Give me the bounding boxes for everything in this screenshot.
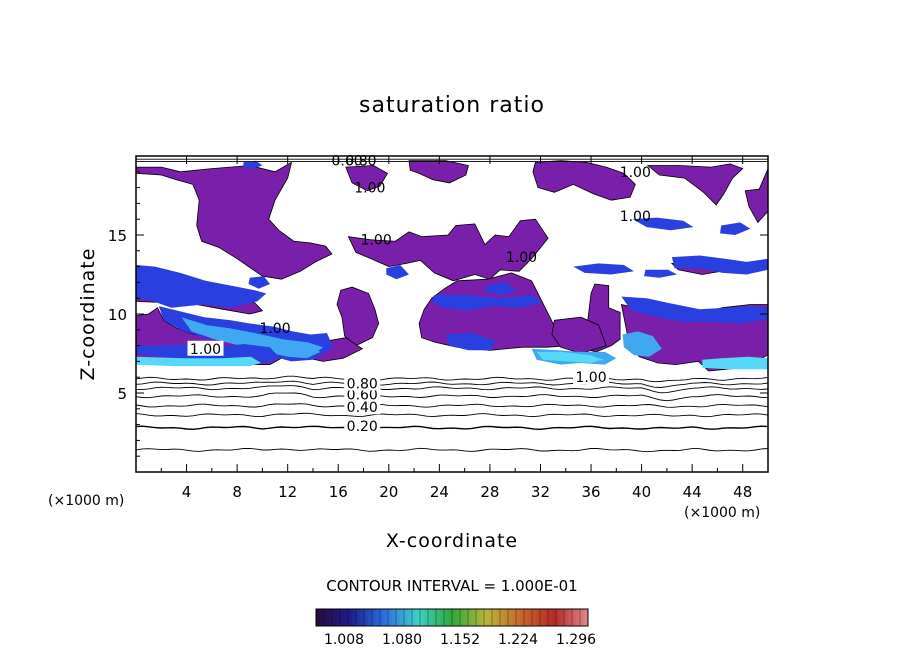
x-tick-label: 48 (733, 483, 752, 501)
contour-line (136, 375, 768, 383)
contour-label: 1.00 (190, 342, 221, 358)
colorbar-tick-label: 1.224 (498, 632, 538, 648)
colorbar-tick-label: 1.008 (324, 632, 364, 648)
saturation-region (720, 222, 751, 235)
saturation-region (486, 282, 517, 295)
x-tick-label: 12 (278, 483, 297, 501)
contour-label: 0.80 (345, 154, 376, 170)
x-tick-label: 16 (329, 483, 348, 501)
contour-label-bg (573, 369, 610, 385)
contour-line (136, 392, 768, 402)
contour-label-bg (344, 375, 381, 391)
saturation-region (136, 161, 333, 280)
contour-label: 0.60 (347, 388, 378, 404)
colorbar-tick-label: 1.080 (382, 632, 422, 648)
x-tick-label: 40 (632, 483, 651, 501)
x-tick-label: 4 (182, 483, 192, 501)
saturation-region (671, 255, 768, 275)
saturation-region (551, 316, 607, 354)
contour-label-bg (344, 399, 381, 415)
saturation-region (573, 263, 634, 275)
contour-label: 1.00 (506, 250, 537, 266)
x-tick-label: 44 (683, 483, 702, 501)
contour-interval-text: CONTOUR INTERVAL = 1.000E-01 (326, 577, 577, 595)
contour-label: 1.00 (620, 209, 651, 225)
contour-label: 0.80 (347, 377, 378, 393)
colorbar-tick-label: 1.296 (556, 632, 596, 648)
colorbar-tick-label: 1.152 (440, 632, 480, 648)
contour-label: 1.00 (575, 370, 606, 386)
saturation-region (702, 356, 768, 370)
y-tick-label: 15 (108, 227, 127, 245)
contour-label-layer: 0.200.400.600.80 1.001.001.001.001.001.00… (187, 154, 651, 435)
contour-label: 0.20 (347, 419, 378, 435)
colorbar: 1.008 1.080 1.152 1.224 1.296 (315, 608, 596, 648)
plot-area: 0.200.400.600.80 1.001.001.001.001.001.00… (108, 154, 769, 501)
contour-label: 0.40 (347, 400, 378, 416)
x-tick-label: 28 (480, 483, 499, 501)
x-tick-label: 32 (531, 483, 550, 501)
contour-label: 1.00 (354, 181, 385, 197)
saturation-region (431, 295, 542, 311)
contour-line (136, 403, 768, 408)
saturation-region (243, 160, 263, 169)
contour-line-layer (136, 158, 768, 453)
y-tick-label: 10 (108, 306, 127, 324)
x-tick-label: 20 (379, 483, 398, 501)
contour-line (136, 385, 768, 394)
saturation-region (408, 160, 469, 184)
contour-label: 1.00 (361, 233, 392, 249)
contour-line (136, 412, 768, 418)
saturation-region (136, 265, 267, 308)
saturation-region (336, 286, 380, 347)
x-tick-label: 24 (430, 483, 449, 501)
contour-line (136, 447, 768, 453)
saturation-region (632, 217, 694, 231)
chart-title: saturation ratio (359, 93, 545, 118)
saturation-region (445, 333, 495, 351)
saturation-region (646, 163, 744, 206)
contour-label-bg (187, 340, 224, 356)
x-axis-label: X-coordinate (386, 530, 518, 552)
x-tick-label: 8 (232, 483, 242, 501)
saturation-region (532, 160, 636, 201)
colorbar-stripes (323, 609, 581, 626)
y-tick-label: 5 (117, 385, 127, 403)
saturation-region (644, 269, 677, 278)
x-tick-label: 36 (581, 483, 600, 501)
saturation-region (347, 218, 549, 282)
saturation-region (386, 265, 409, 280)
contour-label-bg (344, 418, 381, 434)
x-unit-right: (×1000 m) (684, 505, 760, 521)
saturation-region (622, 331, 662, 357)
saturation-region (744, 168, 768, 224)
contour-line (136, 380, 768, 388)
x-unit-left: (×1000 m) (48, 493, 124, 509)
y-axis-label: Z-coordinate (77, 248, 99, 381)
contour-line (136, 425, 768, 431)
contour-label: 1.00 (259, 321, 290, 337)
contour-label: 0.60 (332, 154, 363, 170)
saturation-region (285, 344, 321, 359)
saturation-region (248, 276, 270, 289)
saturation-region (345, 165, 389, 192)
colorbar-labels: 1.008 1.080 1.152 1.224 1.296 (324, 632, 596, 648)
saturation-region (536, 351, 604, 363)
saturation-region (136, 356, 262, 367)
contour-label: 1.00 (620, 165, 651, 181)
saturation-region (621, 296, 768, 324)
saturation-fill-layer (136, 160, 768, 372)
